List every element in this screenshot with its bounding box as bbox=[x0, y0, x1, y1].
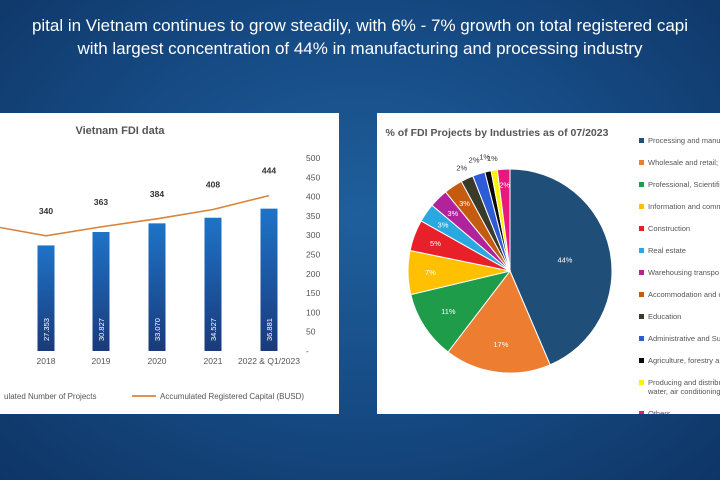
project-count-label: 34.527 bbox=[209, 318, 218, 341]
legend-label: Others bbox=[648, 409, 671, 414]
legend-swatch bbox=[639, 314, 644, 319]
legend-swatch bbox=[639, 380, 644, 385]
legend-label: Accommodation and c bbox=[648, 290, 720, 299]
legend-line-label: Accumulated Registered Capital (BUSD) bbox=[160, 392, 304, 401]
legend-swatch bbox=[639, 226, 644, 231]
legend-swatch bbox=[639, 270, 644, 275]
legend-label: Administrative and Su bbox=[648, 334, 720, 343]
x-axis-tick: 2021 bbox=[204, 356, 223, 366]
project-count-label: 33.070 bbox=[153, 318, 162, 341]
legend-label: Professional, Scientific bbox=[648, 180, 720, 189]
bar-chart-title: Vietnam FDI data bbox=[75, 125, 165, 137]
capital-line bbox=[0, 194, 270, 237]
right-axis-tick: 300 bbox=[306, 230, 320, 240]
capital-value-label: 363 bbox=[94, 197, 108, 207]
legend-label: Wholesale and retail; \ bbox=[648, 158, 720, 167]
legend-label: Information and comm bbox=[648, 202, 720, 211]
legend-label: Education bbox=[648, 312, 681, 321]
project-count-bar bbox=[204, 217, 222, 351]
pie-slice bbox=[447, 270, 551, 374]
x-axis-tick: 2020 bbox=[148, 356, 167, 366]
slice-percent-label: 17% bbox=[493, 340, 508, 349]
legend-swatch bbox=[639, 182, 644, 187]
pie-slice bbox=[496, 168, 511, 272]
capital-value-label: 408 bbox=[206, 180, 220, 190]
right-axis-tick: - bbox=[306, 346, 309, 356]
right-axis-tick: 100 bbox=[306, 307, 320, 317]
slice-percent-label: 2% bbox=[499, 180, 510, 189]
legend-swatch bbox=[639, 248, 644, 253]
slide-title-line-1: pital in Vietnam continues to grow stead… bbox=[31, 16, 689, 35]
project-count-label: 30.827 bbox=[97, 318, 106, 341]
legend-label: Warehousing transpo bbox=[648, 268, 719, 277]
slice-percent-label: 2% bbox=[469, 155, 480, 164]
slice-percent-label: 11% bbox=[441, 307, 456, 316]
x-axis-tick: 2022 & Q1/2023 bbox=[238, 356, 300, 366]
legend-swatch bbox=[639, 204, 644, 209]
project-count-bar bbox=[260, 208, 278, 351]
industry-pie-chart: % of FDI Projects by Industries as of 07… bbox=[386, 127, 720, 418]
x-axis-tick: 2018 bbox=[37, 356, 56, 366]
slice-percent-label: 5% bbox=[430, 239, 441, 248]
slice-percent-label: 1% bbox=[487, 154, 498, 163]
slide-title: pital in Vietnam continues to grow stead… bbox=[0, 14, 720, 60]
project-count-label: 27.353 bbox=[42, 318, 51, 341]
pie-slice bbox=[509, 168, 613, 366]
right-axis-tick: 450 bbox=[306, 172, 320, 182]
x-axis-tick: 2019 bbox=[92, 356, 111, 366]
slice-percent-label: 1% bbox=[479, 152, 490, 161]
project-count-bar bbox=[92, 232, 110, 351]
legend-swatch bbox=[639, 160, 644, 165]
slide-title-line-2: with largest concentration of 44% in man… bbox=[77, 39, 643, 58]
legend-label: Agriculture, forestry a bbox=[648, 356, 720, 365]
legend-swatch bbox=[639, 358, 644, 363]
legend-label: Construction bbox=[648, 224, 690, 233]
right-axis-tick: 200 bbox=[306, 269, 320, 279]
right-axis-tick: 150 bbox=[306, 288, 320, 298]
legend-swatch bbox=[639, 336, 644, 341]
legend-bar-label: ulated Number of Projects bbox=[4, 392, 97, 401]
legend-label: Processing and manuf bbox=[648, 136, 720, 145]
slice-percent-label: 44% bbox=[557, 256, 572, 265]
right-axis-tick: 250 bbox=[306, 250, 320, 260]
pie-slice bbox=[410, 270, 512, 353]
right-axis-tick: 50 bbox=[306, 327, 316, 337]
legend-label: water, air conditioning bbox=[647, 387, 720, 396]
right-axis-tick: 500 bbox=[306, 153, 320, 163]
slice-percent-label: 2% bbox=[456, 163, 467, 172]
fdi-bar-line-chart: Vietnam FDI data 500 450 400 350 300 250 200 150… bbox=[0, 125, 320, 401]
capital-value-label: 340 bbox=[39, 206, 53, 216]
industry-pie-chart-panel: % of FDI Projects by Industries as of 07… bbox=[377, 113, 720, 418]
legend-label: Real estate bbox=[648, 246, 686, 255]
right-axis-tick: 400 bbox=[306, 192, 320, 202]
slice-percent-label: 3% bbox=[438, 220, 449, 229]
slice-percent-label: 3% bbox=[447, 209, 458, 218]
slice-percent-label: 3% bbox=[459, 199, 470, 208]
slice-percent-label: 7% bbox=[425, 268, 436, 277]
legend-swatch bbox=[639, 411, 644, 416]
fdi-data-chart-panel: Vietnam FDI data 500 450 400 350 300 250 200 150… bbox=[0, 113, 339, 414]
capital-value-label: 444 bbox=[262, 166, 276, 176]
project-count-label: 36.881 bbox=[265, 318, 274, 341]
capital-value-label: 384 bbox=[150, 189, 164, 199]
project-count-bar bbox=[148, 223, 166, 351]
project-count-bar bbox=[37, 245, 55, 351]
legend-swatch bbox=[639, 292, 644, 297]
legend-label: Producing and distribu bbox=[648, 378, 720, 387]
pie-chart-title: % of FDI Projects by Industries as of 07… bbox=[386, 127, 609, 139]
right-axis-tick: 350 bbox=[306, 211, 320, 221]
legend-swatch bbox=[639, 138, 644, 143]
